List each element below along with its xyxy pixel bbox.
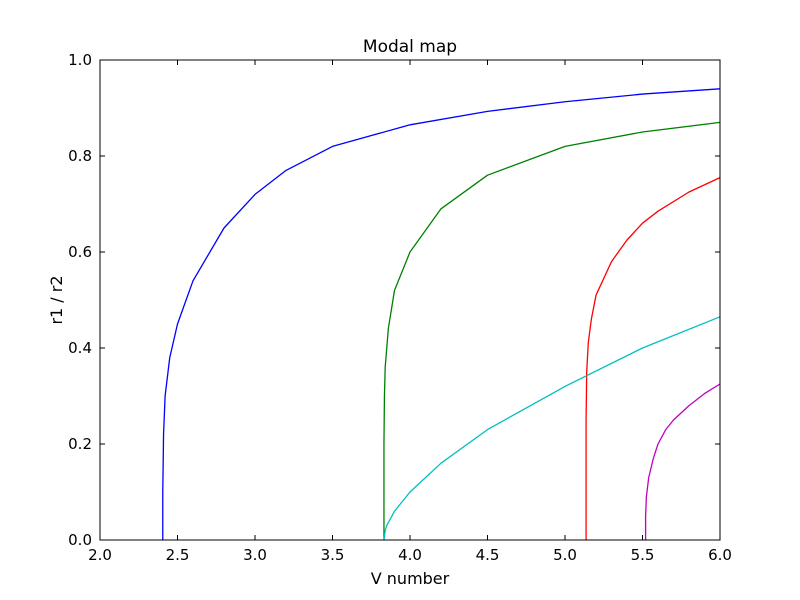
x-tick-label: 3.5 bbox=[321, 546, 345, 564]
plot-frame bbox=[99, 59, 721, 541]
x-tick-label: 6.0 bbox=[708, 546, 732, 564]
series-line-3 bbox=[585, 177, 721, 540]
x-tick-label: 5.0 bbox=[553, 546, 577, 564]
x-tick-label: 2.5 bbox=[166, 546, 190, 564]
x-tick-label: 2.0 bbox=[88, 546, 112, 564]
series-line-2 bbox=[383, 121, 721, 540]
x-tick-label: 3.0 bbox=[243, 546, 267, 564]
y-tick-label: 0.6 bbox=[68, 243, 92, 261]
series-line-1 bbox=[162, 88, 721, 540]
x-tick-label: 4.5 bbox=[476, 546, 500, 564]
y-tick-label: 0.0 bbox=[68, 531, 92, 549]
series-layer bbox=[162, 88, 721, 541]
x-tick-label: 5.5 bbox=[631, 546, 655, 564]
x-axis-label: V number bbox=[371, 569, 450, 588]
series-line-4 bbox=[383, 316, 721, 541]
series-line-5 bbox=[644, 383, 721, 540]
tick-layer: 2.0 2.5 3.0 3.5 4.0 4.5 5.0 5.5 6.0 0.0 0.2 0.4 0.6 0… bbox=[68, 51, 732, 564]
y-tick-label: 1.0 bbox=[68, 51, 92, 69]
y-axis-label: r1 / r2 bbox=[47, 275, 66, 324]
y-tick-label: 0.4 bbox=[68, 339, 92, 357]
x-tick-label: 4.0 bbox=[398, 546, 422, 564]
y-tick-label: 0.8 bbox=[68, 147, 92, 165]
y-tick-label: 0.2 bbox=[68, 435, 92, 453]
chart-title: Modal map bbox=[363, 37, 457, 57]
